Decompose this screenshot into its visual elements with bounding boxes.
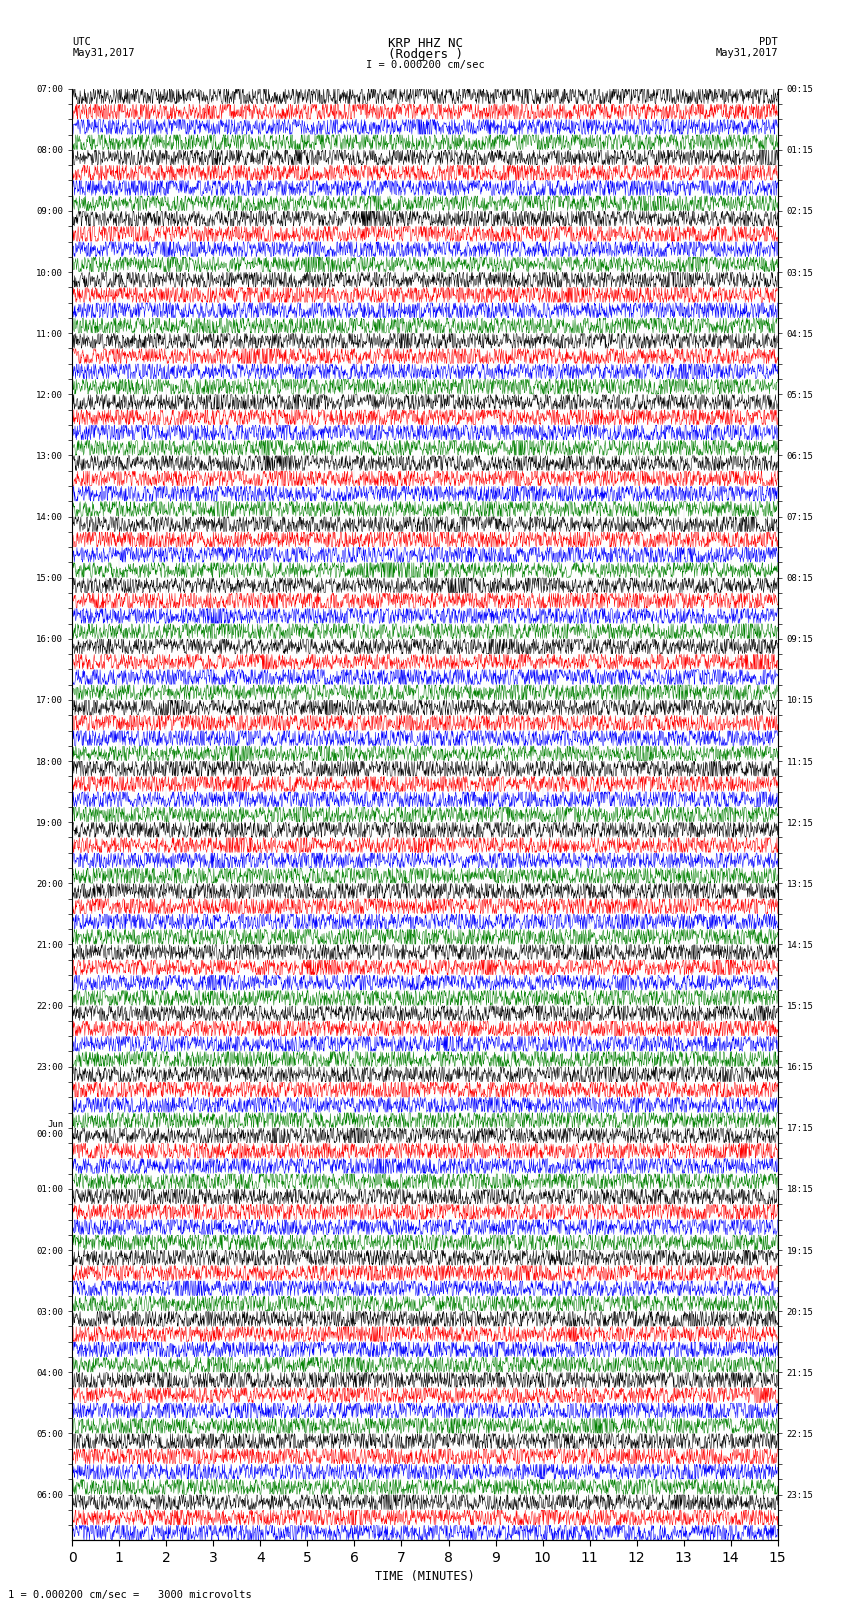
Text: 1 = 0.000200 cm/sec =   3000 microvolts: 1 = 0.000200 cm/sec = 3000 microvolts (8, 1590, 252, 1600)
Text: May31,2017: May31,2017 (72, 48, 135, 58)
Text: PDT: PDT (759, 37, 778, 47)
X-axis label: TIME (MINUTES): TIME (MINUTES) (375, 1571, 475, 1584)
Text: UTC: UTC (72, 37, 91, 47)
Text: May31,2017: May31,2017 (715, 48, 778, 58)
Text: KRP HHZ NC: KRP HHZ NC (388, 37, 462, 50)
Text: (Rodgers ): (Rodgers ) (388, 48, 462, 61)
Text: I = 0.000200 cm/sec: I = 0.000200 cm/sec (366, 60, 484, 69)
